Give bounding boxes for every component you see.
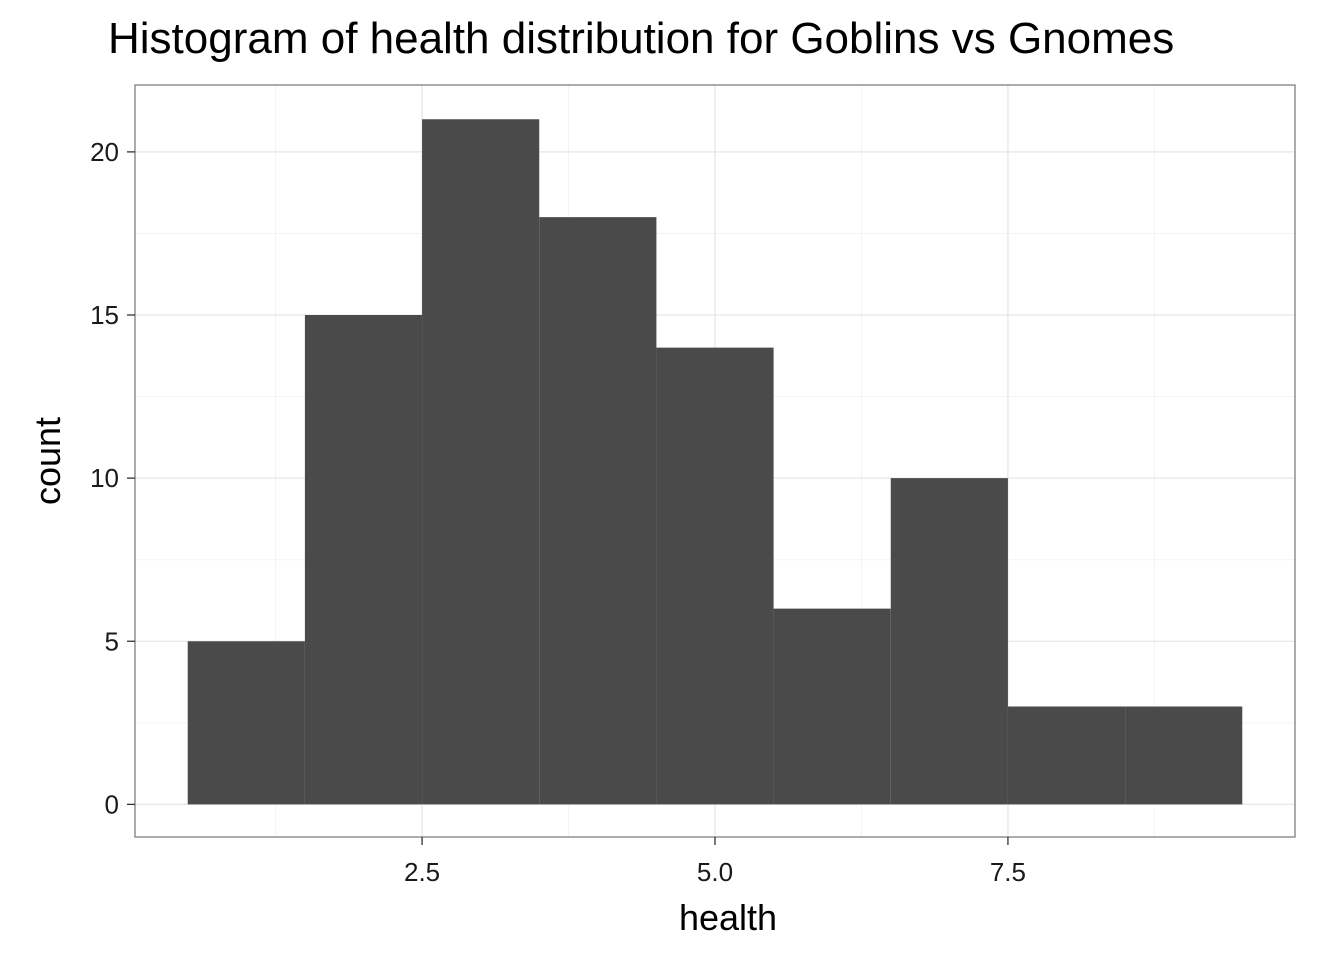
histogram-bar	[187, 641, 305, 805]
histogram-bar	[890, 478, 1008, 805]
histogram-bar	[304, 315, 423, 805]
histogram-bars	[187, 119, 1243, 805]
histogram-bar	[656, 347, 774, 805]
y-tick-label: 10	[90, 463, 119, 493]
x-tick-label: 5.0	[697, 857, 733, 887]
histogram-bar	[539, 217, 657, 805]
histogram-bar	[1007, 706, 1126, 805]
y-tick-label: 5	[105, 626, 119, 656]
histogram-bar	[773, 608, 891, 805]
histogram-bar	[422, 119, 540, 805]
x-tick-label: 7.5	[990, 857, 1026, 887]
x-axis-title: health	[679, 897, 777, 938]
axis-ticks: 2.5 5.0 7.5 0 5 10 15 20	[90, 137, 1026, 887]
y-tick-label: 15	[90, 300, 119, 330]
y-tick-label: 20	[90, 137, 119, 167]
histogram-bar	[1125, 706, 1243, 805]
chart-title: Histogram of health distribution for Gob…	[108, 14, 1175, 63]
y-tick-label: 0	[105, 789, 119, 819]
y-axis-title: count	[27, 417, 68, 505]
x-tick-label: 2.5	[404, 857, 440, 887]
